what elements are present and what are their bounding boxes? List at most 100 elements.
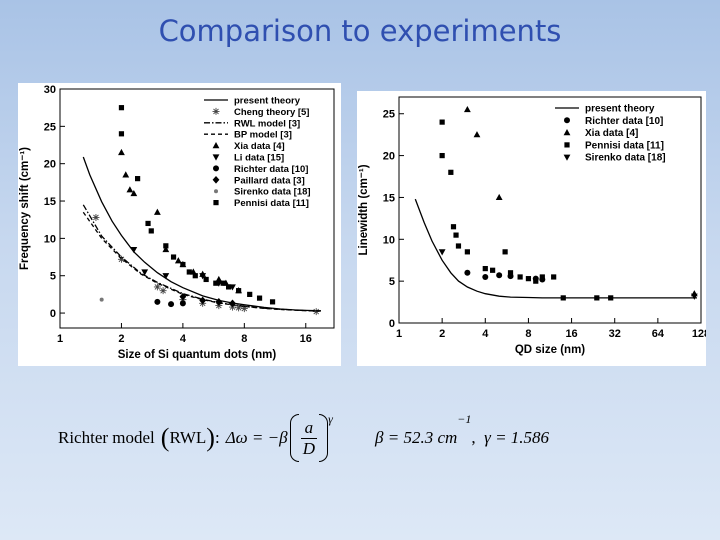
y-tick-label: 0 xyxy=(50,308,56,320)
data-point xyxy=(269,299,276,305)
legend-label: BP model [3] xyxy=(234,130,292,141)
y-tick-label: 25 xyxy=(44,121,56,133)
data-point xyxy=(560,295,566,301)
data-point xyxy=(235,304,243,312)
chart-panel-frequency-shift: 1 2 4 8 16 0 5 10 15 20 25 30 Size of Si quantum dot… xyxy=(18,83,341,366)
data-point xyxy=(496,272,503,279)
data-point xyxy=(215,298,223,306)
data-point xyxy=(153,283,161,291)
data-point xyxy=(180,261,186,268)
series-sirenko-data-18 xyxy=(99,297,104,302)
legend-item: Xia data [4] xyxy=(212,141,285,152)
plot-frame xyxy=(59,88,335,329)
data-point xyxy=(236,288,242,294)
y-tick-label: 10 xyxy=(383,234,395,246)
data-point xyxy=(174,257,182,264)
x-tick-label: 16 xyxy=(565,328,577,340)
series-xia-data-4 xyxy=(463,105,698,297)
data-point xyxy=(141,269,149,276)
y-tick-label: 15 xyxy=(383,192,395,204)
data-point xyxy=(170,254,177,260)
x-tick-label: 64 xyxy=(652,328,665,340)
formula-model: RWL xyxy=(169,428,207,447)
data-point xyxy=(482,273,489,280)
y-ticks: 0 5 10 15 20 25 30 xyxy=(44,84,65,320)
beta-exponent: −1 xyxy=(457,412,472,426)
data-point xyxy=(135,176,141,182)
beta-value: β = 52.3 cm xyxy=(375,428,458,447)
formula-colon: : xyxy=(214,428,220,447)
x-tick-label: 2 xyxy=(118,333,124,345)
x-tick-label: 16 xyxy=(300,333,312,345)
x-tick-label: 8 xyxy=(525,328,531,340)
x-tick-label: 1 xyxy=(396,328,402,340)
data-point xyxy=(192,273,198,279)
data-point xyxy=(608,295,614,301)
data-point xyxy=(148,228,154,234)
data-point xyxy=(490,267,496,273)
data-point xyxy=(199,273,207,280)
legend-swatch-marker xyxy=(564,117,570,124)
gamma-value: γ = 1.586 xyxy=(484,428,550,447)
data-point xyxy=(118,105,125,111)
series-li-data-15 xyxy=(130,246,236,291)
series-pennisi-data-11 xyxy=(439,119,614,301)
data-point xyxy=(220,280,226,286)
formula-prefix: Richter model xyxy=(58,428,155,447)
data-point xyxy=(495,193,503,201)
data-point xyxy=(256,295,263,301)
data-point xyxy=(145,220,151,227)
series-present-theory xyxy=(82,156,322,312)
legend-label: Sirenko data [18] xyxy=(234,187,311,198)
data-point xyxy=(539,274,545,280)
legend-label: Xia data [4] xyxy=(234,141,285,152)
y-axis-label: Linewidth (cm⁻¹) xyxy=(358,164,370,255)
legend-swatch-marker xyxy=(214,189,218,194)
data-point xyxy=(517,274,523,280)
legend-label: Cheng theory [5] xyxy=(234,107,309,118)
legend-swatch-marker xyxy=(563,154,571,161)
legend-item: Li data [15] xyxy=(212,153,284,164)
data-point xyxy=(130,246,138,254)
data-point xyxy=(163,243,169,249)
x-ticks: 1 2 4 8 16 xyxy=(57,323,312,345)
data-point xyxy=(247,291,253,297)
formula-denominator: D xyxy=(302,438,315,458)
legend-item: Xia data [4] xyxy=(563,128,638,139)
y-tick-label: 5 xyxy=(389,276,395,288)
data-point xyxy=(439,119,445,125)
y-tick-label: 10 xyxy=(44,233,56,245)
data-point xyxy=(226,284,232,290)
data-point xyxy=(464,249,470,255)
data-point xyxy=(455,243,462,249)
data-point xyxy=(154,298,161,305)
linewidth-chart: 1 2 4 8 16 32 64 128 0 5 10 15 20 25 QD size (nm) Linew… xyxy=(358,96,706,356)
legend-label: Li data [15] xyxy=(234,153,284,164)
series-line xyxy=(82,156,322,312)
data-point xyxy=(438,249,446,256)
data-point xyxy=(118,148,125,156)
legend-swatch-marker xyxy=(564,142,570,148)
legend-item: Richter data [10] xyxy=(564,116,663,127)
x-tick-label: 8 xyxy=(241,333,247,345)
y-ticks: 0 5 10 15 20 25 xyxy=(383,109,404,330)
x-tick-label: 1 xyxy=(57,333,63,345)
data-point xyxy=(690,293,698,300)
y-tick-label: 5 xyxy=(50,271,56,283)
legend-label: Pennisi data [11] xyxy=(234,198,309,209)
legend-swatch-marker xyxy=(563,129,571,136)
data-point xyxy=(118,131,125,137)
data-point xyxy=(179,292,187,301)
x-ticks: 1 2 4 8 16 32 64 128 xyxy=(396,318,706,340)
legend-item: present theory xyxy=(204,96,301,107)
plot-frame xyxy=(398,96,702,324)
legend-label: Richter data [10] xyxy=(234,164,308,175)
series-sirenko-data-18 xyxy=(438,249,698,300)
chart-panel-linewidth: 1 2 4 8 16 32 64 128 0 5 10 15 20 25 QD size (nm) Linew… xyxy=(357,91,706,366)
data-point xyxy=(126,186,134,193)
fit-parameters: β = 52.3 cm −1 , γ = 1.586 xyxy=(375,412,550,447)
legend-item: Sirenko data [18] xyxy=(563,153,666,164)
legend-swatch-marker xyxy=(212,154,220,161)
x-tick-label: 2 xyxy=(439,328,445,340)
